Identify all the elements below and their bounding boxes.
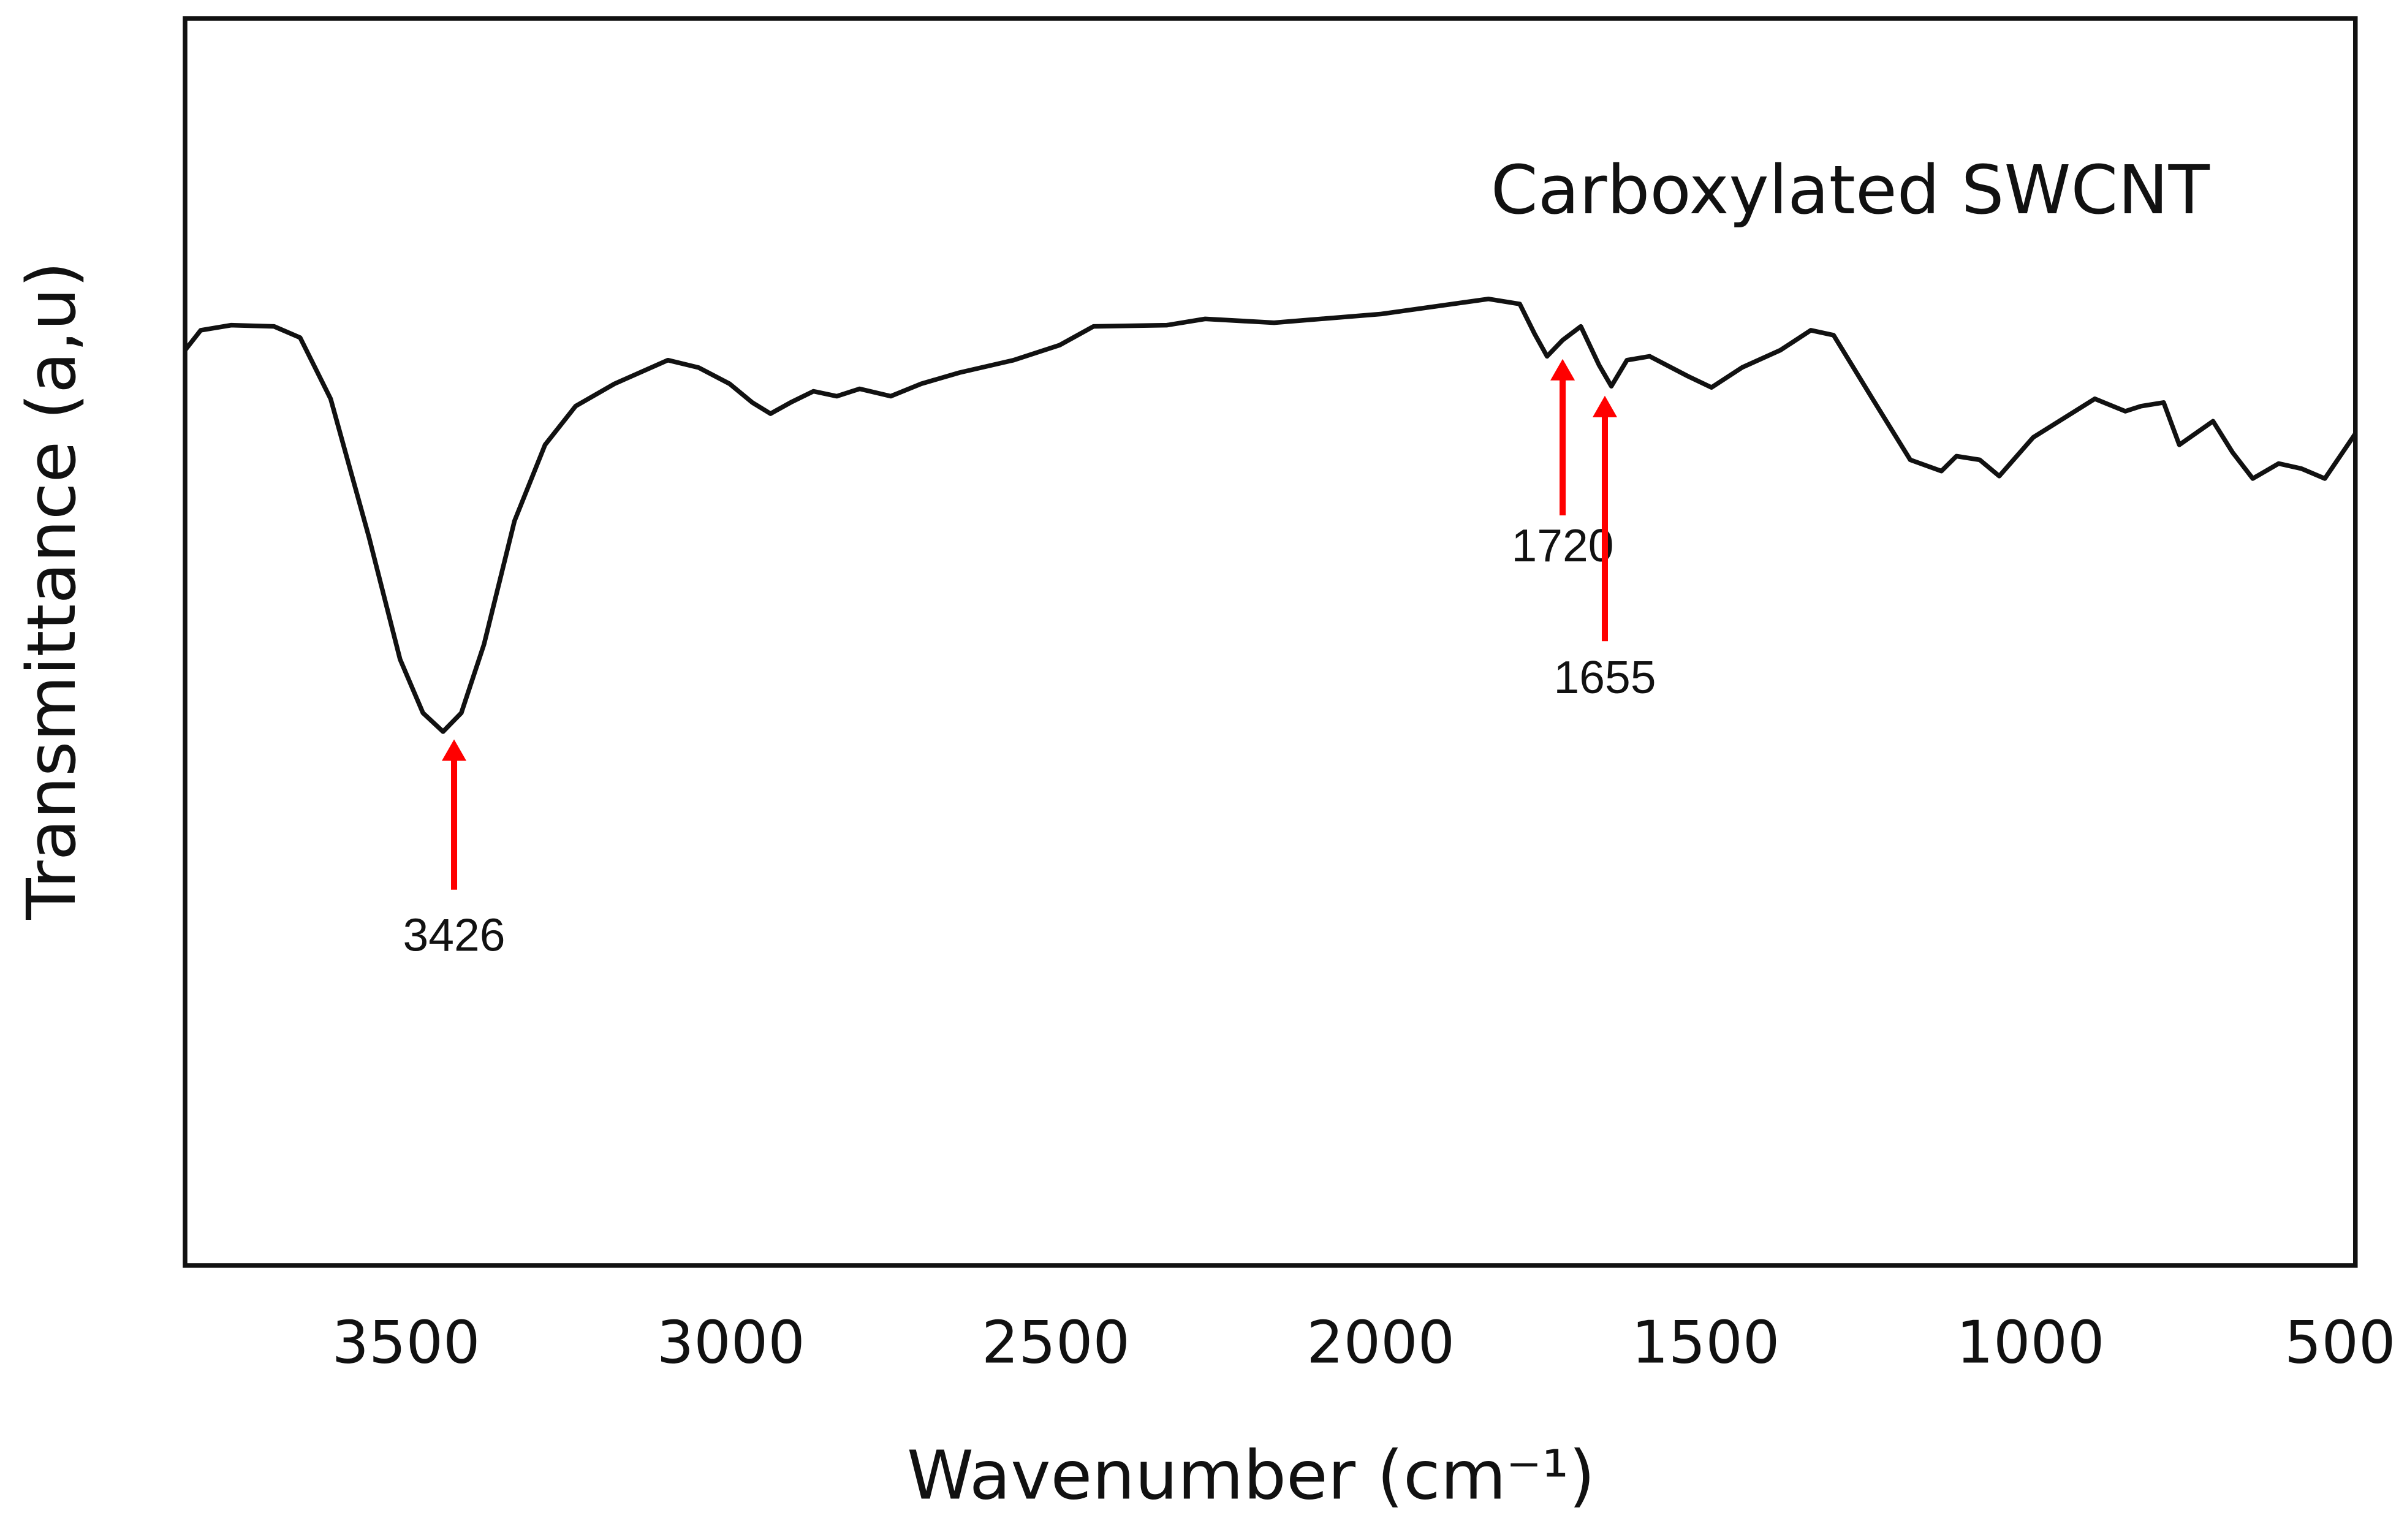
x-tick-label: 2000 <box>1306 1309 1455 1376</box>
annotation-label: 1655 <box>1553 651 1656 703</box>
annotation-arrowhead <box>1550 358 1575 381</box>
x-tick-label: 500 <box>2284 1309 2396 1376</box>
annotation-label: 3426 <box>403 909 506 961</box>
x-tick-label: 3500 <box>332 1309 480 1376</box>
chart-title: Carboxylated SWCNT <box>1491 151 2210 229</box>
x-tick-label: 2500 <box>982 1309 1130 1376</box>
annotation-arrowhead <box>1592 395 1618 417</box>
plot-frame <box>183 16 2358 1268</box>
x-tick-label: 1500 <box>1631 1309 1780 1376</box>
annotation-arrowhead <box>441 739 467 761</box>
x-axis-label: Wavenumber (cm⁻¹) <box>907 1436 1595 1515</box>
y-axis-label: Transmittance (a,u) <box>12 262 91 920</box>
spectrum-line <box>183 297 2357 734</box>
x-tick-label: 1000 <box>1957 1309 2105 1376</box>
annotation-label: 1720 <box>1512 520 1614 571</box>
x-tick-label: 3000 <box>657 1309 805 1376</box>
